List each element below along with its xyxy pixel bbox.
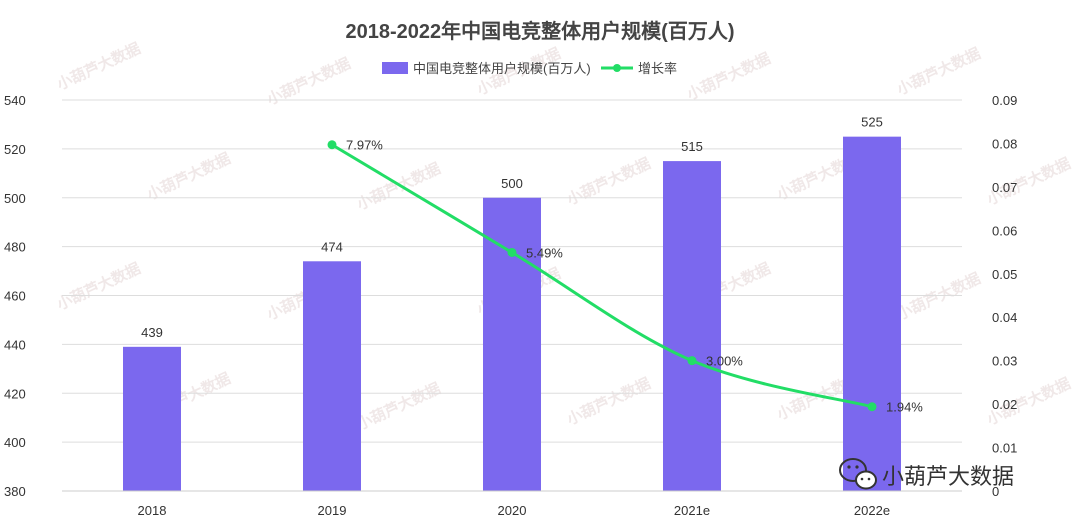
x-tick-label: 2020: [498, 503, 527, 518]
wechat-icon: [839, 458, 877, 490]
brand-name: 小葫芦大数据: [882, 464, 1014, 489]
growth-line-layer: 7.97% 5.49% 3.00% 1.94%: [327, 138, 923, 415]
x-tick-label: 2018: [138, 503, 167, 518]
y-right-tick-label: 0.08: [992, 136, 1017, 151]
x-tick-label: 2021e: [674, 503, 710, 518]
bar: [663, 161, 721, 491]
bar: [123, 346, 181, 491]
bar: [483, 197, 541, 491]
y-left-tick-label: 540: [4, 93, 26, 108]
bar: [843, 136, 901, 491]
y-left-tick-label: 460: [4, 289, 26, 304]
legend: 中国电竞整体用户规模(百万人) 增长率: [382, 61, 677, 76]
growth-point: [867, 402, 877, 412]
bar-value-label: 515: [681, 139, 703, 154]
watermark-text: 小葫芦大数据: [144, 149, 233, 203]
y-right-tick-label: 0.07: [992, 180, 1017, 195]
axes: 380 400 420 440 460 480 500 520 540 0 0.01 0.02 0.03…: [4, 93, 1017, 518]
y-right-tick-label: 0.05: [992, 267, 1017, 282]
growth-point: [687, 356, 697, 366]
legend-bar-swatch: [382, 62, 408, 74]
watermark-text: 小葫芦大数据: [894, 269, 983, 323]
y-right-tick-label: 0.06: [992, 223, 1017, 238]
y-left-tick-label: 520: [4, 142, 26, 157]
watermark-text: 小葫芦大数据: [684, 49, 773, 103]
y-left-tick-label: 500: [4, 191, 26, 206]
y-right-tick-label: 0.04: [992, 310, 1017, 325]
watermark-text: 小葫芦大数据: [54, 259, 143, 313]
legend-line-label: 增长率: [638, 61, 677, 76]
growth-point: [327, 140, 337, 150]
y-right-tick-label: 0.09: [992, 93, 1017, 108]
growth-value-label: 3.00%: [706, 354, 743, 369]
y-right-tick-label: 0: [992, 484, 999, 499]
watermark-text: 小葫芦大数据: [564, 374, 653, 428]
y-right-tick-label: 0.01: [992, 441, 1017, 456]
growth-line: [331, 143, 873, 409]
y-right-tick-label: 0.03: [992, 354, 1017, 369]
bar: [303, 261, 361, 491]
chart-title: 2018-2022年中国电竞整体用户规模(百万人): [346, 19, 735, 43]
x-tick-label: 2022e: [854, 503, 890, 518]
watermark-text: 小葫芦大数据: [54, 39, 143, 93]
bars: 439 474 500 515 525: [123, 115, 901, 491]
brand-watermark: 小葫芦大数据: [839, 458, 1014, 490]
x-tick-label: 2019: [318, 503, 347, 518]
growth-point: [507, 247, 517, 257]
bar-value-label: 500: [501, 176, 523, 191]
watermark-text: 小葫芦大数据: [564, 154, 653, 208]
bar-value-label: 525: [861, 115, 883, 130]
y-left-tick-label: 480: [4, 240, 26, 255]
growth-value-label: 1.94%: [886, 400, 923, 415]
y-left-tick-label: 440: [4, 337, 26, 352]
legend-line-marker: [613, 64, 621, 72]
growth-value-label: 7.97%: [346, 138, 383, 153]
legend-bar-label: 中国电竞整体用户规模(百万人): [413, 61, 591, 76]
bar-value-label: 439: [141, 325, 163, 340]
y-right-tick-label: 0.02: [992, 397, 1017, 412]
y-left-tick-label: 380: [4, 484, 26, 499]
bar-value-label: 474: [321, 239, 343, 254]
watermark-text: 小葫芦大数据: [894, 44, 983, 98]
watermark-text: 小葫芦大数据: [354, 379, 443, 433]
y-left-tick-label: 400: [4, 435, 26, 450]
y-left-tick-label: 420: [4, 386, 26, 401]
growth-value-label: 5.49%: [526, 245, 563, 260]
